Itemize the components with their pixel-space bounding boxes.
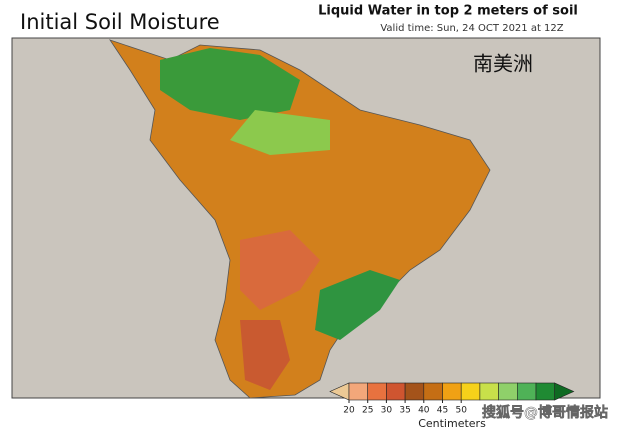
colorbar-swatch bbox=[516, 382, 537, 401]
title: Initial Soil Moisture bbox=[20, 10, 220, 34]
colorbar-tick-label: 35 bbox=[399, 406, 410, 416]
region-label: 南美洲 bbox=[473, 52, 533, 76]
colorbar-swatch bbox=[423, 382, 443, 401]
colorbar-tick-label: 40 bbox=[418, 406, 430, 416]
colorbar-swatch bbox=[442, 382, 462, 401]
map: 南美洲 bbox=[11, 37, 601, 399]
colorbar-swatch bbox=[498, 382, 518, 401]
colorbar-swatch bbox=[535, 382, 556, 401]
colorbar-tick-label: 30 bbox=[381, 406, 393, 416]
colorbar-swatch bbox=[460, 382, 481, 401]
colorbar-swatch bbox=[404, 382, 425, 401]
colorbar-tick-label: 20 bbox=[343, 406, 355, 416]
dry-region bbox=[240, 320, 290, 390]
subtitle: Liquid Water in top 2 meters of soil bbox=[318, 4, 578, 19]
watermark: 搜狐号@博哥情报站 bbox=[482, 404, 608, 421]
colorbar-tick-label: 50 bbox=[455, 406, 467, 416]
wet-region bbox=[315, 270, 400, 340]
colorbar-swatch bbox=[348, 382, 369, 401]
moist-region bbox=[230, 110, 330, 155]
colorbar-tick-label: 45 bbox=[437, 406, 448, 416]
colorbar-swatch bbox=[386, 382, 406, 401]
colorbar-tick-label: 25 bbox=[362, 406, 373, 416]
dry-region bbox=[240, 230, 320, 310]
valid-time: Valid time: Sun, 24 OCT 2021 at 12Z bbox=[380, 23, 563, 34]
colorbar-high-arrow bbox=[554, 382, 575, 401]
colorbar-swatch bbox=[479, 382, 499, 401]
colorbar-swatch bbox=[367, 382, 387, 401]
wet-region bbox=[160, 48, 300, 120]
colorbar-unit: Centimeters bbox=[418, 417, 486, 430]
colorbar: 20 25 30 35 40 45 50 bbox=[329, 382, 575, 416]
